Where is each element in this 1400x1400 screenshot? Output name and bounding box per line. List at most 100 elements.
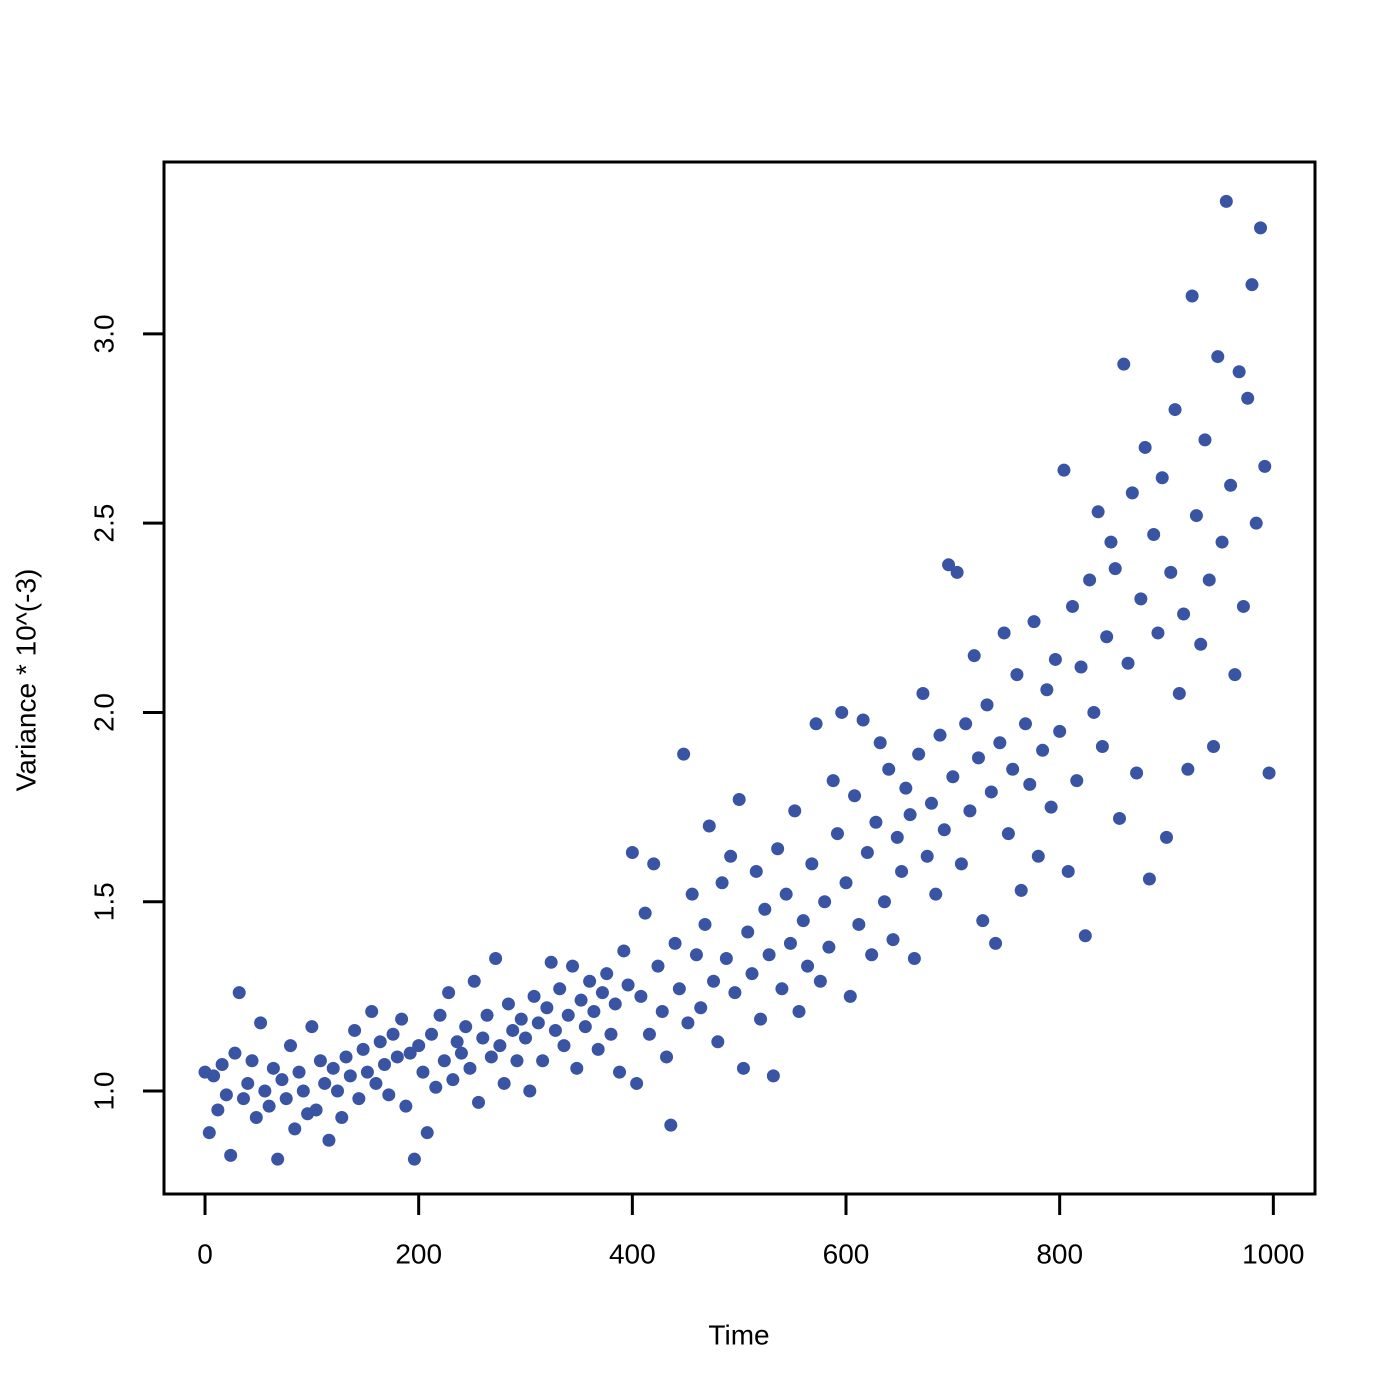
point	[271, 1152, 285, 1166]
point	[600, 967, 614, 981]
point	[997, 626, 1011, 640]
point	[634, 989, 648, 1003]
point	[792, 1005, 806, 1019]
point	[1014, 883, 1028, 897]
point	[202, 1126, 216, 1140]
point	[377, 1058, 391, 1072]
point	[236, 1092, 250, 1106]
point	[1070, 774, 1084, 788]
point	[758, 902, 772, 916]
point	[822, 940, 836, 954]
point	[843, 989, 857, 1003]
point	[595, 986, 609, 1000]
point	[1117, 357, 1131, 371]
point	[715, 876, 729, 890]
point	[1078, 929, 1092, 943]
point	[967, 649, 981, 663]
point	[1091, 505, 1105, 519]
point	[707, 974, 721, 988]
point	[288, 1122, 302, 1136]
point	[1160, 830, 1174, 844]
point	[766, 1069, 780, 1083]
point	[1061, 864, 1075, 878]
point	[647, 857, 661, 871]
x-tick-label: 800	[1036, 1238, 1083, 1269]
point	[801, 959, 815, 973]
point	[1040, 683, 1054, 697]
point	[463, 1061, 477, 1075]
point	[826, 774, 840, 788]
point	[1083, 573, 1097, 587]
point	[749, 864, 763, 878]
point	[1048, 652, 1062, 666]
point	[1219, 194, 1233, 208]
point	[984, 785, 998, 799]
point	[395, 1012, 409, 1026]
point	[783, 936, 797, 950]
plot-frame	[162, 160, 1317, 1196]
point	[924, 796, 938, 810]
point	[1044, 800, 1058, 814]
point	[566, 959, 580, 973]
point	[544, 955, 558, 969]
point	[211, 1103, 225, 1117]
point	[873, 736, 887, 750]
point	[698, 917, 712, 931]
point	[429, 1080, 443, 1094]
point	[326, 1061, 340, 1075]
point	[728, 986, 742, 1000]
point	[877, 895, 891, 909]
point	[348, 1023, 362, 1037]
point	[993, 736, 1007, 750]
point	[446, 1073, 460, 1087]
point	[642, 1027, 656, 1041]
point	[621, 978, 635, 992]
point	[335, 1111, 349, 1125]
point	[258, 1084, 272, 1098]
point	[1211, 350, 1225, 364]
point	[232, 986, 246, 1000]
point	[583, 974, 597, 988]
point	[450, 1035, 464, 1049]
point	[399, 1099, 413, 1113]
point	[330, 1084, 344, 1098]
point	[318, 1076, 332, 1090]
point	[1245, 278, 1259, 292]
point	[228, 1046, 242, 1060]
point	[215, 1058, 229, 1072]
point	[531, 1016, 545, 1030]
point	[860, 846, 874, 860]
point	[660, 1050, 674, 1064]
point	[1185, 289, 1199, 303]
point	[1121, 656, 1135, 670]
point	[976, 914, 990, 928]
point	[386, 1027, 400, 1041]
point	[540, 1001, 554, 1015]
point	[1168, 403, 1182, 417]
point	[959, 717, 973, 731]
point	[946, 770, 960, 784]
point	[219, 1088, 233, 1102]
point	[459, 1020, 473, 1034]
point	[651, 959, 665, 973]
point	[442, 986, 456, 1000]
point	[283, 1039, 297, 1053]
point	[1074, 660, 1088, 674]
point	[365, 1005, 379, 1019]
point	[771, 842, 785, 856]
point	[1155, 471, 1169, 485]
point	[1194, 637, 1208, 651]
point	[262, 1099, 276, 1113]
point	[476, 1031, 490, 1045]
point	[578, 1020, 592, 1034]
point	[373, 1035, 387, 1049]
point	[352, 1092, 366, 1106]
point	[514, 1012, 528, 1026]
point	[882, 762, 896, 776]
y-tick-label: 2.0	[88, 693, 119, 732]
point	[1100, 630, 1114, 644]
point	[617, 944, 631, 958]
point	[1053, 724, 1067, 738]
point	[1181, 762, 1195, 776]
